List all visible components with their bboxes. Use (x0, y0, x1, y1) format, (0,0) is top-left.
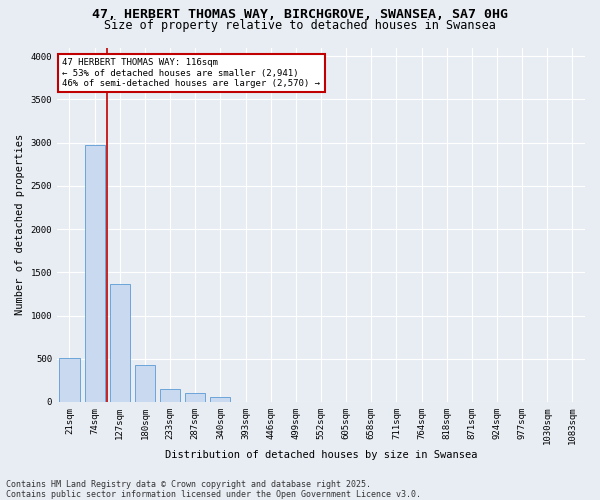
Text: 47, HERBERT THOMAS WAY, BIRCHGROVE, SWANSEA, SA7 0HG: 47, HERBERT THOMAS WAY, BIRCHGROVE, SWAN… (92, 8, 508, 20)
Bar (160, 389, 180, 402)
Text: Size of property relative to detached houses in Swansea: Size of property relative to detached ho… (104, 19, 496, 32)
Text: 47 HERBERT THOMAS WAY: 116sqm
← 53% of detached houses are smaller (2,941)
46% o: 47 HERBERT THOMAS WAY: 116sqm ← 53% of d… (62, 58, 320, 88)
Bar (185, 394, 205, 402)
Bar (110, 284, 130, 402)
Bar (135, 365, 155, 402)
Bar (59, 358, 80, 402)
Bar (211, 397, 230, 402)
Text: Contains HM Land Registry data © Crown copyright and database right 2025.
Contai: Contains HM Land Registry data © Crown c… (6, 480, 421, 499)
X-axis label: Distribution of detached houses by size in Swansea: Distribution of detached houses by size … (165, 450, 477, 460)
Bar (85, 145, 104, 402)
Y-axis label: Number of detached properties: Number of detached properties (15, 134, 25, 316)
